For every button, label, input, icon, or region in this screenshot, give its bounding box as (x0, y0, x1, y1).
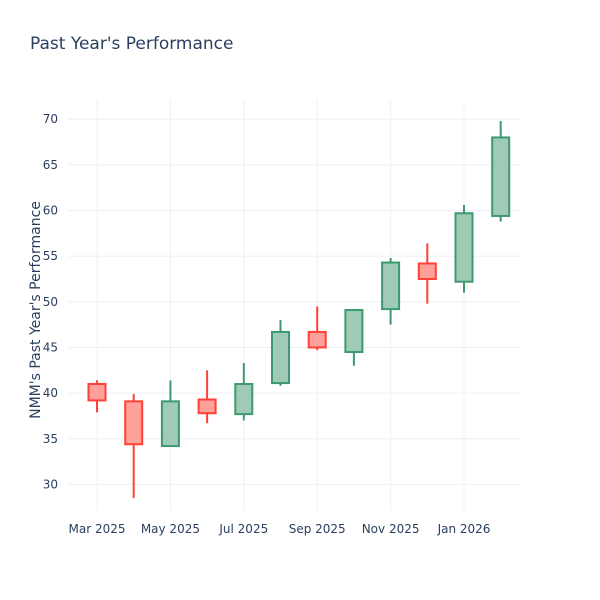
candle-body (87, 382, 107, 402)
y-tick-label: 35 (43, 432, 58, 446)
candle-body (197, 398, 217, 415)
candle-body (307, 330, 327, 349)
candle-body (234, 382, 254, 416)
candle-body (417, 262, 437, 280)
candle-body (271, 330, 290, 385)
y-tick-label: 40 (43, 386, 58, 400)
candle-body (381, 261, 401, 311)
y-tick-label: 60 (43, 203, 58, 217)
chart-title: Past Year's Performance (30, 34, 234, 54)
y-tick-label: 65 (43, 158, 58, 172)
x-tick-label: Nov 2025 (362, 522, 420, 536)
y-axis-label: NMM's Past Year's Performance (28, 201, 44, 419)
x-tick-label: May 2025 (141, 522, 200, 536)
y-tick-label: 30 (43, 477, 58, 491)
candle-body (124, 400, 144, 446)
x-tick-label: Jul 2025 (218, 522, 268, 536)
y-tick-label: 70 (43, 112, 58, 126)
candle-body (160, 400, 180, 448)
candle-body (344, 309, 364, 354)
x-tick-label: Jan 2026 (437, 522, 491, 536)
candle-body (454, 212, 474, 283)
y-tick-label: 45 (43, 340, 58, 354)
x-tick-label: Sep 2025 (289, 522, 346, 536)
candle-body (491, 136, 511, 217)
x-tick-label: Mar 2025 (69, 522, 126, 536)
y-tick-label: 55 (43, 249, 58, 263)
y-tick-label: 50 (43, 295, 58, 309)
